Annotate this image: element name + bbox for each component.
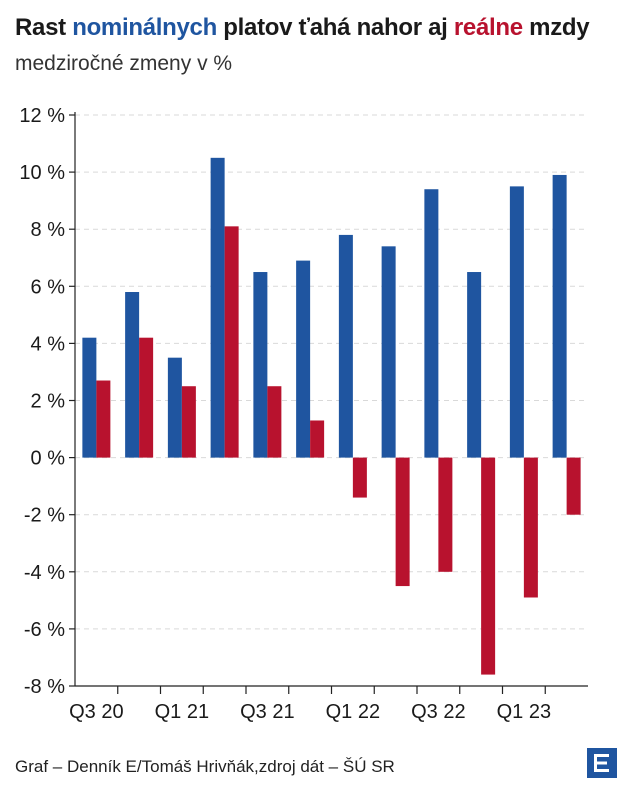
publisher-logo (587, 748, 617, 778)
y-axis-ticks: 12 % 10 % 8 % 6 % 4 % 2 % 0 % -2 % -4 % -6 % -8 % (19, 105, 75, 698)
bar-nominal (552, 174, 567, 458)
logo-letter-e-icon (594, 754, 609, 772)
title-part2: platov ťahá nahor aj (216, 14, 454, 41)
grid-lines (75, 114, 588, 687)
title-part1: Rast (15, 14, 73, 41)
bar-real (566, 457, 581, 515)
x-tick-label: Q1 23 (497, 701, 551, 723)
bar-nominal (467, 272, 482, 458)
bar-nominal (210, 157, 225, 458)
bar-nominal (424, 189, 439, 458)
bar-nominal (125, 292, 140, 458)
bar-real (267, 386, 282, 458)
bar-nominal (338, 234, 353, 458)
bar-nominal (167, 357, 182, 458)
x-tick-label: Q3 22 (411, 701, 465, 723)
bar-real (395, 457, 410, 587)
y-tick-label: -6 % (24, 619, 65, 641)
bar-real (181, 386, 196, 458)
source-footer: Graf – Denník E/Tomáš Hrivňák,zdroj dát … (15, 757, 395, 776)
x-tick-label: Q3 20 (69, 701, 123, 723)
y-tick-label: 10 % (19, 162, 65, 184)
bar-real (96, 380, 111, 458)
bar-real (352, 457, 367, 498)
bar-real (481, 457, 496, 675)
x-tick-label: Q1 21 (155, 701, 209, 723)
y-tick-label: 8 % (31, 219, 66, 241)
bar-real (224, 226, 239, 458)
title-highlight-real: reálne (453, 14, 523, 41)
y-tick-label: -8 % (24, 676, 65, 698)
y-tick-label: 2 % (31, 391, 66, 413)
bar-real (523, 457, 538, 598)
chart-subtitle: medziročné zmeny v % (15, 52, 233, 75)
bar-real (438, 457, 453, 572)
bar-nominal (296, 260, 311, 458)
title-highlight-nominal: nominálnych (72, 14, 217, 41)
chart-title: Rast nominálnych platov ťahá nahor aj re… (15, 14, 590, 42)
bar-real (310, 420, 325, 458)
bar-chart: 12 %10 %8 %6 %4 %2 %0 %-2 %-4 %-6 %-8 % … (19, 105, 588, 723)
y-tick-label: -4 % (24, 562, 65, 584)
bar-nominal (253, 272, 268, 458)
x-axis-ticks: Q3 20 Q1 21 Q3 21 Q1 22 Q3 22 Q1 23 (69, 686, 551, 723)
bar-nominal (82, 337, 97, 458)
bar-nominal (509, 186, 524, 458)
y-tick-label: 6 % (31, 276, 66, 298)
bars (82, 157, 581, 675)
y-tick-label: 12 % (19, 105, 65, 127)
x-tick-label: Q3 21 (240, 701, 294, 723)
y-tick-label: 0 % (31, 448, 66, 470)
title-part3: mzdy (522, 14, 590, 41)
bar-nominal (381, 246, 396, 458)
x-tick-label: Q1 22 (326, 701, 380, 723)
y-tick-label: 4 % (31, 333, 66, 355)
y-tick-label: -2 % (24, 505, 65, 527)
bar-real (139, 337, 154, 458)
